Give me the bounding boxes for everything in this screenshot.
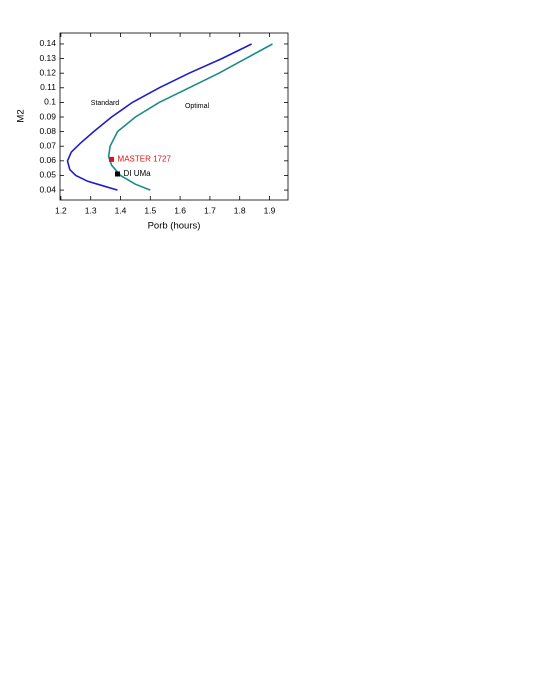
x-tick-label: 1.2 — [55, 205, 67, 215]
x-tick-label: 1.3 — [85, 205, 97, 215]
y-tick-label: 0.13 — [39, 53, 56, 63]
x-tick-label: 1.9 — [264, 205, 276, 215]
point — [115, 171, 121, 177]
y-tick-label: 0.08 — [39, 126, 56, 136]
x-tick-label: 1.5 — [144, 205, 156, 215]
point-label: DI UMa — [124, 169, 152, 178]
point — [109, 156, 115, 162]
plot-frame — [59, 32, 289, 201]
y-tick-label: 0.09 — [39, 111, 56, 121]
x-tick-label: 1.6 — [174, 205, 186, 215]
y-tick-label: 0.05 — [39, 170, 56, 180]
curve — [107, 43, 273, 191]
y-axis-label: M2 — [16, 109, 27, 122]
y-tick-label: 0.14 — [39, 38, 56, 48]
y-tick-label: 0.06 — [39, 155, 56, 165]
point-label: MASTER 1727 — [118, 154, 172, 163]
x-tick-label: 1.7 — [204, 205, 216, 215]
curve-label: Optimal — [185, 103, 210, 110]
curve-label: Standard — [91, 100, 120, 107]
x-axis-label: Porb (hours) — [148, 221, 201, 232]
y-tick-label: 0.04 — [39, 184, 56, 194]
x-tick-label: 1.4 — [115, 205, 127, 215]
x-tick-label: 1.8 — [234, 205, 246, 215]
y-tick-label: 0.1 — [44, 97, 56, 107]
curve — [66, 43, 252, 191]
y-tick-label: 0.07 — [39, 140, 56, 150]
y-tick-label: 0.12 — [39, 67, 56, 77]
y-tick-label: 0.11 — [40, 82, 56, 92]
